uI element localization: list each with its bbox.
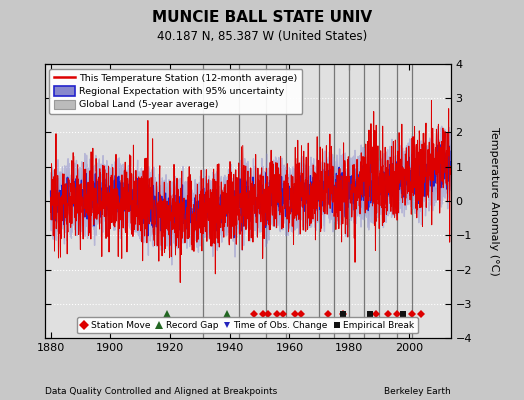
Legend: Station Move, Record Gap, Time of Obs. Change, Empirical Break: Station Move, Record Gap, Time of Obs. C… [77, 317, 418, 334]
Text: Data Quality Controlled and Aligned at Breakpoints: Data Quality Controlled and Aligned at B… [45, 387, 277, 396]
Text: Berkeley Earth: Berkeley Earth [384, 387, 451, 396]
Text: 40.187 N, 85.387 W (United States): 40.187 N, 85.387 W (United States) [157, 30, 367, 43]
Y-axis label: Temperature Anomaly (°C): Temperature Anomaly (°C) [489, 127, 499, 275]
Text: MUNCIE BALL STATE UNIV: MUNCIE BALL STATE UNIV [152, 10, 372, 25]
